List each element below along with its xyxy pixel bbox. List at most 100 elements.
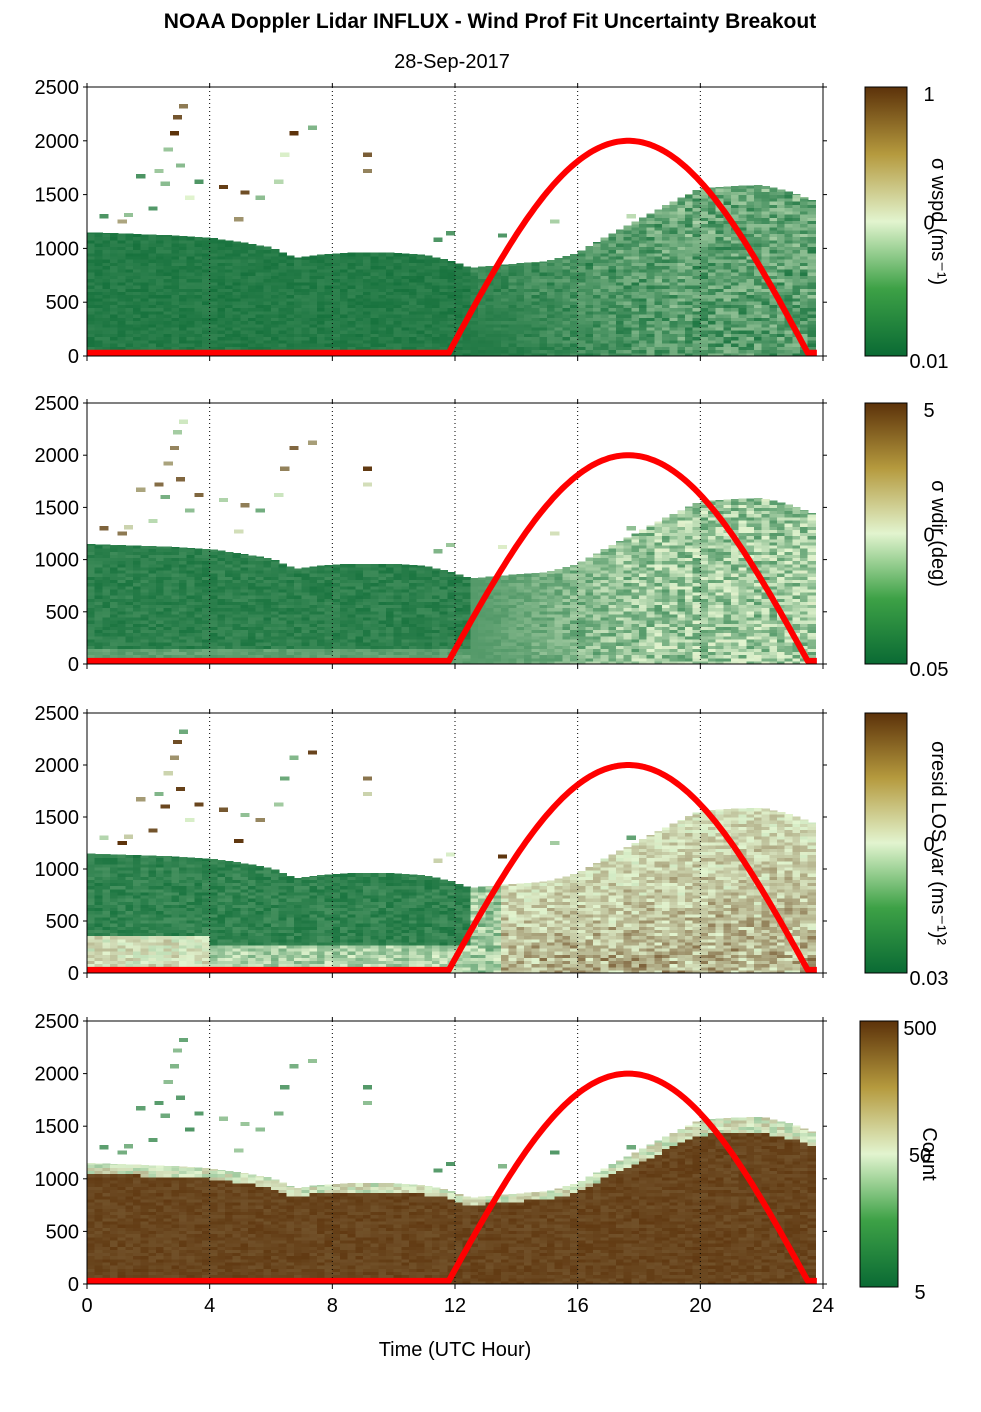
heatmap-cell bbox=[217, 259, 226, 263]
heatmap-cell bbox=[600, 333, 609, 338]
heatmap-cell bbox=[209, 343, 218, 347]
heatmap-cell bbox=[163, 598, 172, 602]
heatmap-cell bbox=[317, 610, 326, 615]
heatmap-cell bbox=[363, 620, 372, 624]
heatmap-cell bbox=[516, 326, 525, 331]
heatmap-cell bbox=[240, 336, 249, 341]
heatmap-cell bbox=[355, 307, 364, 312]
heatmap-cell bbox=[738, 201, 747, 205]
heatmap-cell bbox=[623, 291, 632, 296]
heatmap-cell bbox=[248, 323, 257, 328]
heatmap-cell bbox=[125, 613, 134, 618]
heatmap-cell bbox=[631, 291, 640, 296]
heatmap-cell bbox=[639, 233, 648, 238]
heatmap-cell bbox=[194, 301, 203, 305]
heatmap-cell bbox=[271, 285, 280, 289]
heatmap-cell bbox=[232, 346, 241, 351]
heatmap-cell bbox=[424, 259, 433, 263]
heatmap-cell bbox=[677, 204, 686, 209]
heatmap-cell bbox=[516, 275, 525, 280]
heatmap-cell bbox=[524, 288, 533, 292]
heatmap-cell bbox=[769, 317, 778, 322]
heatmap-cell bbox=[378, 307, 387, 312]
heatmap-cell bbox=[378, 310, 387, 315]
heatmap-cell bbox=[301, 268, 310, 273]
heatmap-cell bbox=[179, 259, 188, 263]
heatmap-cell bbox=[117, 249, 126, 254]
heatmap-cell bbox=[117, 617, 126, 621]
heatmap-cell bbox=[393, 301, 402, 305]
heatmap-cell bbox=[370, 259, 379, 263]
heatmap-cell bbox=[194, 648, 203, 652]
heatmap-cell bbox=[179, 620, 188, 624]
heatmap-cell bbox=[639, 288, 648, 292]
heatmap-cell bbox=[447, 278, 456, 283]
heatmap-cell bbox=[225, 635, 234, 640]
heatmap-cell bbox=[317, 291, 326, 296]
heatmap-cell bbox=[616, 268, 625, 273]
heatmap-cell bbox=[117, 566, 126, 571]
heatmap-cell bbox=[677, 230, 686, 234]
heatmap-cell bbox=[271, 255, 280, 260]
heatmap-cell bbox=[355, 294, 364, 299]
heatmap-cell bbox=[761, 346, 770, 351]
heatmap-cell bbox=[202, 333, 211, 338]
heatmap-cell bbox=[225, 336, 234, 341]
heatmap-cell bbox=[278, 320, 287, 325]
heatmap-cell bbox=[792, 259, 801, 263]
heatmap-cell bbox=[148, 285, 157, 289]
heatmap-cell bbox=[761, 339, 770, 344]
heatmap-cell bbox=[715, 304, 724, 309]
heatmap-cell bbox=[623, 265, 632, 270]
heatmap-cell bbox=[363, 346, 372, 351]
heatmap-cell bbox=[447, 265, 456, 270]
heatmap-cell bbox=[140, 288, 149, 292]
heatmap-cell bbox=[792, 339, 801, 344]
heatmap-cell bbox=[148, 259, 157, 263]
heatmap-cell bbox=[754, 294, 763, 299]
heatmap-cell bbox=[94, 317, 103, 322]
heatmap-cell bbox=[133, 304, 142, 309]
heatmap-cell bbox=[278, 339, 287, 344]
heatmap-cell bbox=[125, 233, 134, 238]
heatmap-cell bbox=[217, 330, 226, 334]
heatmap-cell bbox=[761, 265, 770, 270]
heatmap-cell bbox=[117, 259, 126, 263]
heatmap-cell bbox=[447, 281, 456, 286]
heatmap-cell bbox=[87, 588, 96, 593]
heatmap-cell bbox=[669, 249, 678, 254]
heatmap-cell bbox=[133, 623, 142, 627]
heatmap-cell bbox=[738, 252, 747, 257]
heatmap-cell bbox=[800, 268, 809, 273]
heatmap-cell bbox=[163, 278, 172, 283]
heatmap-cell bbox=[378, 291, 387, 296]
heatmap-cell bbox=[585, 275, 594, 280]
heatmap-cell bbox=[324, 301, 333, 305]
heatmap-cell bbox=[355, 333, 364, 338]
heatmap-cell bbox=[140, 551, 149, 555]
heatmap-cell bbox=[646, 230, 655, 234]
heatmap-cell bbox=[171, 294, 180, 299]
heatmap-cell bbox=[700, 272, 709, 276]
heatmap-cell bbox=[577, 346, 586, 351]
heatmap-cell bbox=[225, 598, 234, 602]
heatmap-cell bbox=[317, 573, 326, 577]
heatmap-cell bbox=[232, 566, 241, 571]
heatmap-cell bbox=[140, 595, 149, 599]
heatmap-cell bbox=[685, 336, 694, 341]
heatmap-cell bbox=[309, 294, 318, 299]
heatmap-cell bbox=[685, 193, 694, 196]
heatmap-cell bbox=[761, 236, 770, 241]
heatmap-cell bbox=[217, 598, 226, 602]
heatmap-cell bbox=[439, 314, 448, 318]
heatmap-cell bbox=[677, 223, 686, 228]
heatmap-cell bbox=[125, 275, 134, 280]
heatmap-cell bbox=[508, 297, 517, 302]
heatmap-cell bbox=[600, 259, 609, 263]
heatmap-cell bbox=[616, 333, 625, 338]
heatmap-cell bbox=[156, 588, 165, 593]
heatmap-cell bbox=[110, 249, 119, 254]
heatmap-cell bbox=[470, 339, 479, 344]
heatmap-cell bbox=[761, 301, 770, 305]
heatmap-cell bbox=[608, 259, 617, 263]
